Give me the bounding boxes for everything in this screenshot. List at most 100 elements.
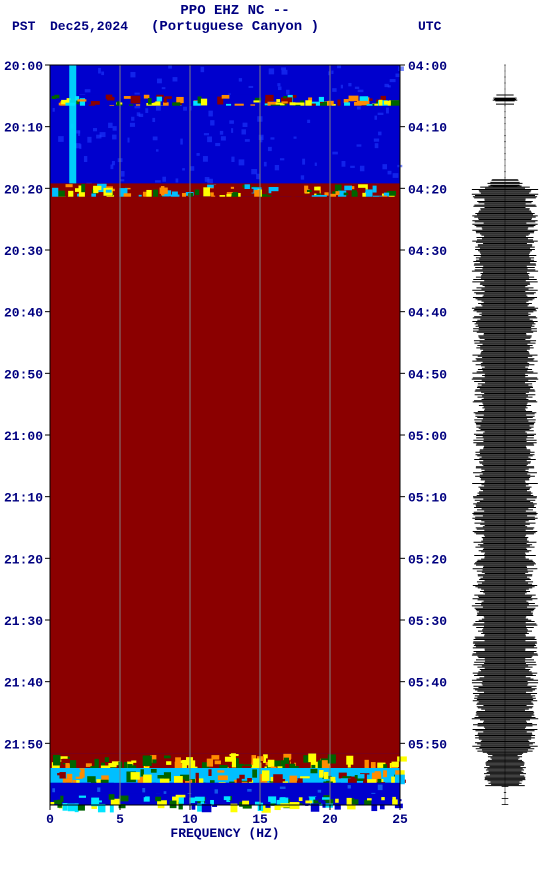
spec-noise: [358, 90, 364, 92]
spec-pixel: [310, 769, 317, 773]
spec-pixel: [125, 756, 130, 759]
spec-noise: [130, 72, 135, 77]
spec-pixel: [133, 754, 143, 756]
spec-pixel: [77, 99, 86, 101]
spec-pixel: [383, 770, 387, 777]
spec-pixel: [109, 794, 115, 800]
xlabel: 0: [46, 812, 54, 827]
spec-noise: [156, 106, 161, 111]
spec-pixel: [91, 101, 100, 105]
spec-noise: [142, 788, 145, 792]
spec-noise: [281, 70, 287, 75]
spec-pixel: [54, 95, 59, 99]
x-axis-title: FREQUENCY (HZ): [170, 826, 279, 841]
spec-pixel: [344, 186, 352, 191]
spec-pixel: [195, 797, 205, 801]
spec-pixel: [319, 770, 323, 778]
spec-noise: [307, 120, 310, 123]
spec-pixel: [305, 100, 311, 106]
spec-pixel: [283, 96, 287, 98]
spec-pixel: [262, 770, 270, 781]
spec-pixel: [142, 802, 151, 804]
spec-pixel: [217, 770, 224, 772]
spec-pixel: [231, 187, 234, 189]
spec-noise: [85, 89, 91, 92]
spec-noise: [76, 130, 80, 133]
spec-pixel: [143, 755, 152, 765]
spec-noise: [331, 71, 333, 74]
ylabel-utc: 04:30: [408, 244, 447, 259]
spec-pixel: [87, 776, 95, 782]
spec-noise: [131, 117, 134, 121]
spec-noise: [277, 83, 280, 86]
spec-noise: [268, 147, 272, 151]
spec-noise: [332, 88, 336, 92]
spec-noise: [245, 139, 250, 142]
spec-pixel: [148, 98, 152, 105]
spec-region: [50, 197, 400, 753]
spec-noise: [360, 166, 364, 172]
spec-pixel: [290, 802, 300, 809]
spec-noise: [378, 113, 384, 115]
spec-noise: [204, 133, 209, 135]
ylabel-pst: 21:20: [4, 552, 43, 567]
left-tz: PST: [12, 19, 36, 34]
spec-noise: [357, 106, 361, 109]
spec-pixel: [312, 777, 318, 780]
spec-pixel: [335, 191, 339, 195]
spec-pixel: [247, 778, 252, 782]
spec-pixel: [268, 760, 275, 768]
ylabel-utc: 05:50: [408, 737, 447, 752]
spec-vstripe: [69, 65, 76, 183]
spec-pixel: [239, 758, 247, 764]
spec-noise: [280, 787, 286, 789]
spec-noise: [337, 65, 341, 68]
spec-pixel: [346, 756, 353, 765]
spec-noise: [108, 123, 113, 128]
ylabel-utc: 05:40: [408, 676, 447, 691]
spec-pixel: [196, 773, 199, 784]
spec-pixel: [397, 756, 407, 761]
spec-noise: [398, 66, 404, 71]
spec-pixel: [131, 760, 136, 762]
spec-noise: [152, 118, 155, 122]
spec-noise: [58, 136, 64, 142]
spec-pixel: [157, 97, 162, 102]
spec-noise: [145, 108, 148, 113]
spec-noise: [278, 86, 282, 90]
spec-pixel: [53, 755, 60, 766]
spec-noise: [162, 87, 166, 89]
spec-noise: [157, 79, 162, 84]
spec-pixel: [210, 188, 217, 192]
ylabel-pst: 20:50: [4, 367, 43, 382]
spec-pixel: [337, 100, 340, 106]
spec-noise: [374, 116, 377, 120]
spec-pixel: [265, 95, 273, 101]
ylabel-utc: 05:20: [408, 552, 447, 567]
spec-pixel: [207, 759, 213, 767]
spec-noise: [173, 77, 178, 81]
spec-pixel: [215, 761, 221, 765]
spec-noise: [220, 131, 223, 135]
spec-noise: [197, 153, 200, 156]
spec-noise: [374, 139, 379, 142]
spec-pixel: [102, 799, 112, 803]
spec-noise: [87, 137, 91, 143]
spec-noise: [120, 179, 124, 181]
xlabel: 15: [252, 812, 268, 827]
spec-pixel: [274, 805, 280, 810]
spec-pixel: [152, 759, 156, 763]
spec-pixel: [93, 186, 98, 193]
spec-pixel: [164, 756, 171, 759]
spec-noise: [112, 135, 116, 140]
spec-pixel: [164, 97, 167, 102]
spec-pixel: [224, 796, 231, 800]
spec-pixel: [175, 757, 181, 763]
spec-pixel: [357, 188, 366, 192]
spec-pixel: [166, 761, 171, 765]
spec-pixel: [252, 769, 257, 777]
spec-noise: [229, 120, 234, 123]
ylabel-utc: 04:10: [408, 121, 447, 136]
spec-pixel: [281, 101, 287, 103]
spec-pixel: [155, 797, 161, 802]
